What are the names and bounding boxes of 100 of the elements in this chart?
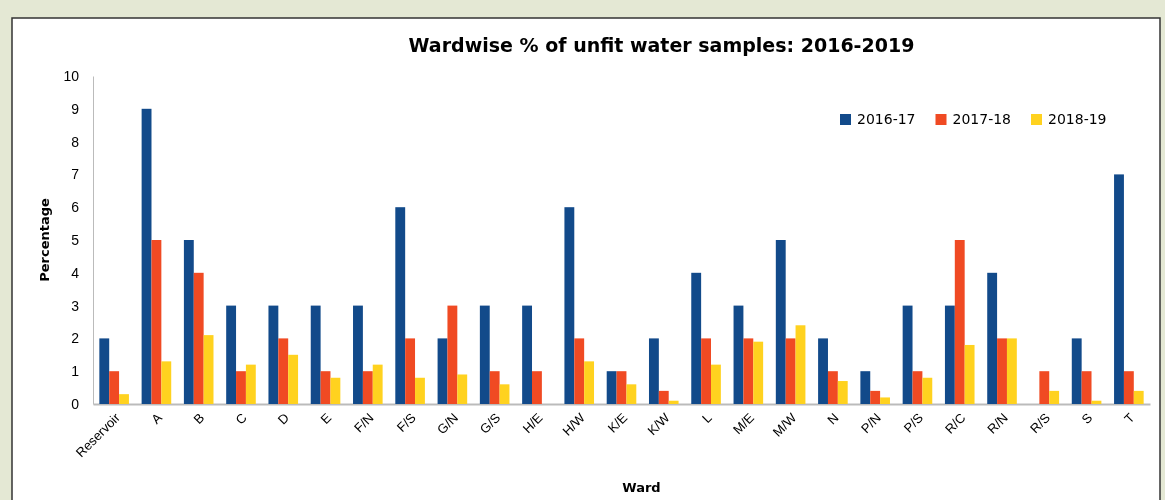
y-tick-label: 6 — [71, 199, 80, 216]
bar — [827, 371, 838, 404]
bar — [320, 371, 331, 404]
x-tick-label: F/N — [351, 410, 377, 436]
bar — [564, 207, 575, 404]
x-tick-label: G/N — [434, 410, 462, 438]
bar — [785, 338, 796, 404]
x-tick-label: B — [190, 410, 208, 427]
bar — [837, 381, 848, 404]
x-tick-label: N — [824, 410, 842, 428]
y-tick-label: 1 — [71, 363, 80, 380]
bar — [268, 305, 279, 404]
bar — [226, 305, 237, 404]
bar — [860, 371, 871, 404]
bar — [795, 325, 806, 404]
x-tick-label: M/E — [730, 409, 758, 438]
legend-label: 2018-19 — [1048, 111, 1107, 127]
x-tick-label: L — [699, 410, 715, 426]
x-tick-label: S — [1078, 409, 1096, 427]
y-tick-label: 3 — [71, 297, 80, 314]
x-tick-label: K/E — [604, 409, 631, 436]
bar — [437, 338, 448, 404]
x-tick-label: E — [317, 409, 335, 427]
bar — [574, 338, 585, 404]
bar — [818, 338, 828, 404]
y-tick-label: 8 — [71, 133, 80, 150]
legend-label: 2017-18 — [952, 111, 1011, 127]
bar — [584, 361, 595, 404]
bar — [775, 240, 786, 404]
bar — [626, 384, 637, 404]
chart-title: Wardwise % of unfit water samples: 2016-2019 — [408, 34, 915, 56]
bar — [870, 390, 881, 404]
bar — [372, 364, 383, 404]
x-axis-title: Ward — [622, 480, 661, 495]
bar — [658, 390, 669, 404]
bar — [353, 305, 363, 404]
bar — [1039, 371, 1050, 404]
bar — [880, 397, 890, 404]
bar — [330, 377, 341, 404]
y-tick-label: 10 — [63, 67, 80, 84]
bar — [447, 305, 458, 404]
bar — [1071, 338, 1082, 404]
x-tick-label: T — [1121, 410, 1138, 427]
bar — [457, 374, 468, 404]
bar — [236, 371, 246, 404]
bar — [922, 377, 933, 404]
bar — [606, 371, 617, 404]
bar — [733, 305, 744, 404]
bar — [99, 338, 110, 404]
bar — [1049, 390, 1060, 404]
y-tick-label: 5 — [71, 231, 80, 248]
bar — [616, 371, 627, 404]
bar — [278, 338, 289, 404]
bar — [405, 338, 416, 404]
bar — [245, 364, 256, 404]
bar — [193, 272, 204, 404]
y-tick-label: 4 — [71, 264, 80, 281]
x-tick-label: P/S — [900, 409, 927, 436]
x-tick-label: F/S — [393, 409, 419, 435]
bar — [288, 354, 299, 404]
bar — [997, 338, 1007, 404]
x-tick-label: A — [148, 409, 166, 427]
legend-label: 2016-17 — [857, 111, 916, 127]
bar — [668, 400, 679, 404]
bar — [161, 361, 172, 404]
bar — [203, 335, 214, 404]
bar — [1006, 338, 1017, 404]
x-tick-label: G/S — [476, 409, 504, 437]
bar — [1114, 174, 1124, 404]
y-tick-label: 0 — [71, 395, 80, 412]
bar — [1081, 371, 1092, 404]
x-tick-label: C — [232, 410, 250, 428]
bar — [489, 371, 500, 404]
bar — [691, 272, 702, 404]
bar — [743, 338, 754, 404]
x-tick-label: R/S — [1027, 409, 1054, 436]
bar — [710, 364, 721, 404]
bar — [119, 394, 129, 404]
y-axis-title: Percentage — [37, 198, 52, 282]
bar — [954, 240, 965, 404]
bar — [944, 305, 955, 404]
x-tick-label: R/C — [941, 410, 969, 437]
x-tick-label: P/N — [857, 410, 884, 436]
bar — [499, 384, 510, 404]
bar — [964, 344, 975, 404]
bar — [753, 341, 764, 404]
bar — [1133, 390, 1144, 404]
bar — [522, 305, 533, 404]
bar — [151, 240, 162, 404]
x-tick-label: H/E — [519, 409, 546, 436]
bar — [532, 371, 542, 404]
bar — [109, 371, 120, 404]
bar — [701, 338, 711, 404]
bar — [902, 305, 913, 404]
bar — [987, 272, 998, 404]
y-tick-label: 9 — [71, 100, 80, 117]
x-tick-label: R/N — [984, 410, 1011, 437]
bar — [310, 305, 321, 404]
x-tick-label: D — [274, 410, 292, 428]
bar — [183, 240, 194, 404]
